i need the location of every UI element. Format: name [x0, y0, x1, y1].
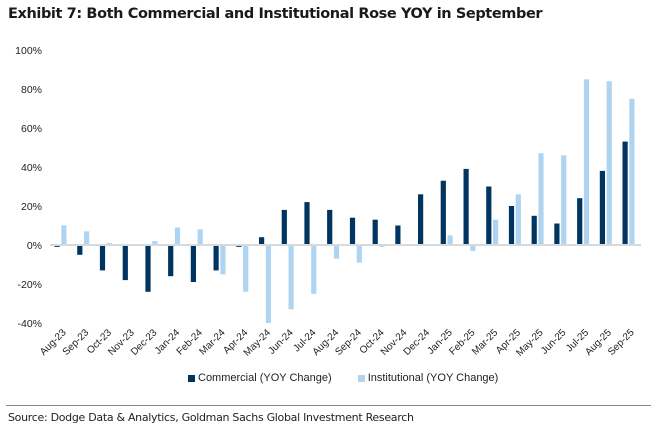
- bar-commercial: [599, 170, 605, 245]
- bar-commercial: [122, 245, 128, 281]
- legend-swatch-institutional: [357, 374, 365, 382]
- legend: Commercial (YOY Change) Institutional (Y…: [188, 372, 498, 384]
- y-tick-label: 60%: [21, 123, 42, 135]
- bar-institutional: [61, 225, 67, 245]
- bar-institutional: [265, 245, 271, 323]
- bar-institutional: [493, 219, 499, 245]
- bar-institutional: [333, 245, 340, 259]
- bar-institutional: [470, 245, 476, 251]
- bar-institutional: [629, 98, 635, 246]
- bar-commercial: [622, 141, 628, 245]
- bar-commercial: [486, 186, 492, 245]
- x-tick-label: Sep-24: [333, 327, 364, 358]
- legend-label-institutional: Institutional (YOY Change): [367, 372, 499, 384]
- bar-commercial: [168, 245, 174, 277]
- bar-commercial: [304, 202, 310, 245]
- bar-commercial: [77, 245, 83, 255]
- bar-institutional: [447, 235, 453, 246]
- x-tick-label: Mar-24: [197, 327, 227, 357]
- bar-commercial: [213, 245, 219, 271]
- y-axis: 100% 80% 60% 40% 20% 0% -20% -40%: [15, 45, 42, 330]
- bars: [54, 79, 635, 323]
- bar-commercial: [327, 209, 333, 245]
- bar-institutional: [356, 245, 362, 263]
- bar-institutional: [311, 245, 317, 294]
- bar-institutional: [220, 245, 226, 275]
- source-divider: [6, 405, 651, 406]
- legend-item-institutional: Institutional (YOY Change): [357, 372, 499, 384]
- x-tick-label: Jun-25: [539, 327, 569, 357]
- y-tick-label: 80%: [21, 84, 42, 96]
- bar-commercial: [508, 206, 515, 245]
- bar-commercial: [99, 245, 106, 271]
- chart-title: Exhibit 7: Both Commercial and Instituti…: [8, 6, 543, 22]
- bar-institutional: [197, 229, 203, 245]
- bar-commercial: [395, 225, 401, 245]
- y-tick-label: 0%: [27, 240, 42, 252]
- bar-institutional: [515, 194, 521, 245]
- bar-commercial: [531, 215, 537, 246]
- y-tick-label: -20%: [17, 279, 42, 291]
- bar-institutional: [84, 231, 90, 245]
- source-note: Source: Dodge Data & Analytics, Goldman …: [8, 411, 414, 424]
- bar-chart: 100% 80% 60% 40% 20% 0% -20% -40% Aug-23Sep-23O…: [15, 45, 641, 359]
- bar-commercial: [440, 180, 446, 245]
- y-tick-label: 20%: [21, 201, 42, 213]
- x-tick-label: Sep-23: [61, 327, 92, 358]
- bar-institutional: [538, 153, 544, 245]
- x-tick-label: Sep-25: [606, 327, 637, 358]
- bar-institutional: [174, 227, 181, 245]
- bar-commercial: [577, 198, 583, 245]
- bar-institutional: [606, 81, 612, 245]
- bar-commercial: [418, 194, 424, 245]
- bar-commercial: [145, 245, 151, 292]
- x-tick-label: Mar-25: [470, 327, 500, 357]
- bar-institutional: [243, 245, 249, 292]
- bar-institutional: [561, 155, 567, 245]
- bar-commercial: [349, 217, 356, 245]
- bar-commercial: [259, 237, 265, 245]
- bar-commercial: [190, 245, 196, 282]
- bar-commercial: [372, 219, 378, 245]
- x-tick-label: Jun-24: [266, 327, 296, 357]
- y-tick-label: 40%: [21, 162, 42, 174]
- x-tick-label: Dec-24: [402, 327, 433, 358]
- bar-institutional: [583, 79, 590, 246]
- y-tick-label: -40%: [17, 318, 42, 330]
- bar-institutional: [152, 241, 158, 245]
- legend-swatch-commercial: [188, 374, 195, 382]
- x-axis: Aug-23Sep-23Oct-23Nov-23Dec-23Jan-24Feb-…: [38, 327, 637, 359]
- legend-item-commercial: Commercial (YOY Change): [188, 372, 332, 384]
- x-tick-label: Dec-23: [129, 327, 160, 358]
- bar-institutional: [288, 245, 294, 310]
- legend-label-commercial: Commercial (YOY Change): [198, 372, 332, 384]
- bar-commercial: [463, 168, 469, 245]
- bar-commercial: [554, 223, 560, 245]
- y-tick-label: 100%: [15, 45, 42, 57]
- bar-commercial: [281, 209, 287, 245]
